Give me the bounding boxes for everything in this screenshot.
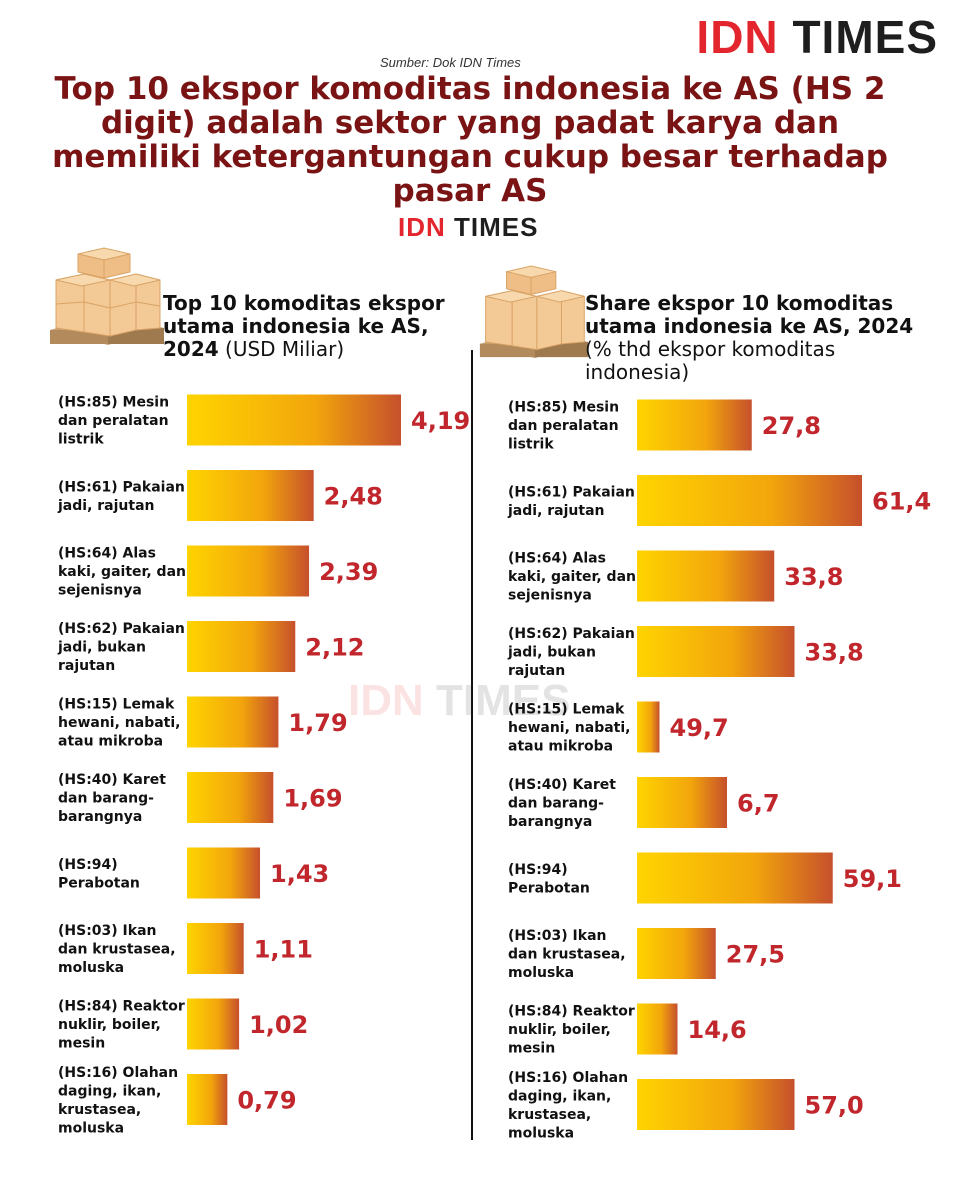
bar — [187, 696, 279, 748]
bar — [637, 928, 716, 979]
bar — [187, 394, 401, 446]
left-chart-unit: (USD Miliar) — [225, 337, 345, 361]
value-label: 57,0 — [805, 1092, 864, 1120]
value-label: 33,8 — [805, 639, 864, 667]
idn-times-logo: IDN TIMES — [696, 11, 938, 63]
panel-divider — [471, 350, 473, 1140]
bar — [637, 777, 727, 828]
bar — [637, 475, 862, 526]
value-label: 33,8 — [784, 563, 843, 591]
boxes-pallet-icon — [479, 265, 589, 359]
value-label: 27,8 — [762, 412, 821, 440]
left-bar-chart: (HS:85) Mesin dan peralatan listrik 4,19 (HS… — [57, 394, 470, 1137]
bar — [187, 998, 240, 1050]
value-label: 27,5 — [726, 941, 785, 969]
category-label: (HS:85) Mesin dan peralatan listrik — [58, 395, 169, 448]
bar — [187, 621, 296, 672]
category-label: (HS:61) Pakaian jadi, rajutan — [507, 484, 635, 519]
category-label: (HS:94) Perabotan — [508, 862, 590, 897]
value-label: 4,19 — [411, 407, 470, 435]
bar — [637, 852, 833, 904]
bar — [637, 399, 752, 451]
category-label: (HS:94) Perabotan — [58, 857, 140, 892]
value-label: 61,4 — [872, 488, 931, 516]
bar — [187, 772, 274, 823]
left-chart-title-text: Top 10 komoditas ekspor utama indonesia … — [163, 291, 445, 361]
category-label: (HS:03) Ikan dan krustasea, moluska — [508, 928, 626, 981]
value-label: 6,7 — [737, 790, 780, 818]
category-label: (HS:40) Karet dan barang-barangnya — [508, 777, 616, 830]
bar — [187, 923, 244, 974]
right-chart-title-text: Share ekspor 10 komoditas utama indonesi… — [585, 291, 914, 338]
value-label: 0,79 — [237, 1087, 296, 1115]
page-title: Top 10 ekspor komoditas indonesia ke AS … — [52, 71, 888, 209]
value-label: 2,39 — [319, 558, 378, 586]
value-label: 59,1 — [843, 865, 902, 893]
category-label: (HS:03) Ikan dan krustasea, moluska — [58, 923, 176, 976]
category-label: (HS:62) Pakaian jadi, bukan rajutan — [507, 626, 635, 679]
category-label: (HS:40) Karet dan barang-barangnya — [58, 772, 166, 825]
value-label: 1,02 — [249, 1011, 308, 1039]
value-label: 1,43 — [270, 860, 329, 888]
idn-times-watermark: IDN TIMES — [348, 676, 571, 725]
bar — [187, 470, 314, 521]
category-label: (HS:85) Mesin dan peralatan listrik — [508, 400, 619, 453]
boxes-pallet-icon — [50, 247, 164, 345]
category-label: (HS:15) Lemak hewani, nabati, atau mikroba — [508, 702, 631, 755]
bar — [187, 1074, 228, 1125]
right-chart-unit: (% thd ekspor komoditas indonesia) — [585, 337, 836, 384]
category-label: (HS:64) Alas kaki, gaiter, dan sejenisnya — [58, 546, 186, 599]
value-label: 1,69 — [283, 785, 342, 813]
bar — [637, 701, 660, 753]
category-label: (HS:61) Pakaian jadi, rajutan — [57, 479, 185, 514]
bar — [637, 550, 775, 602]
value-label: 2,48 — [324, 483, 383, 511]
value-label: 14,6 — [688, 1016, 747, 1044]
category-label: (HS:16) Olahan daging, ikan, krustasea, mol… — [58, 1065, 178, 1137]
bar — [637, 1003, 678, 1055]
bar — [637, 1079, 795, 1130]
right-chart-title: Share ekspor 10 komoditas utama indonesi… — [585, 292, 945, 384]
category-label: (HS:16) Olahan daging, ikan, krustasea, mol… — [508, 1070, 628, 1142]
bar — [187, 847, 261, 899]
bar — [187, 545, 310, 597]
value-label: 49,7 — [670, 714, 729, 742]
value-label: 1,79 — [288, 709, 347, 737]
category-label: (HS:64) Alas kaki, gaiter, dan sejenisnya — [508, 551, 636, 604]
category-label: (HS:84) Reaktor nuklir, boiler, mesin — [58, 999, 185, 1052]
category-label: (HS:15) Lemak hewani, nabati, atau mikroba — [58, 697, 181, 750]
category-label: (HS:62) Pakaian jadi, bukan rajutan — [57, 621, 185, 674]
value-label: 1,11 — [254, 936, 313, 964]
category-label: (HS:84) Reaktor nuklir, boiler, mesin — [508, 1004, 635, 1057]
source-note: Sumber: Dok IDN Times — [380, 55, 521, 70]
idn-times-logo-small: IDN TIMES — [398, 212, 539, 242]
right-bar-chart: (HS:85) Mesin dan peralatan listrik 27,8 (HS… — [507, 399, 931, 1142]
bar — [637, 626, 795, 677]
left-chart-title: Top 10 komoditas ekspor utama indonesia … — [163, 292, 463, 361]
value-label: 2,12 — [305, 634, 364, 662]
